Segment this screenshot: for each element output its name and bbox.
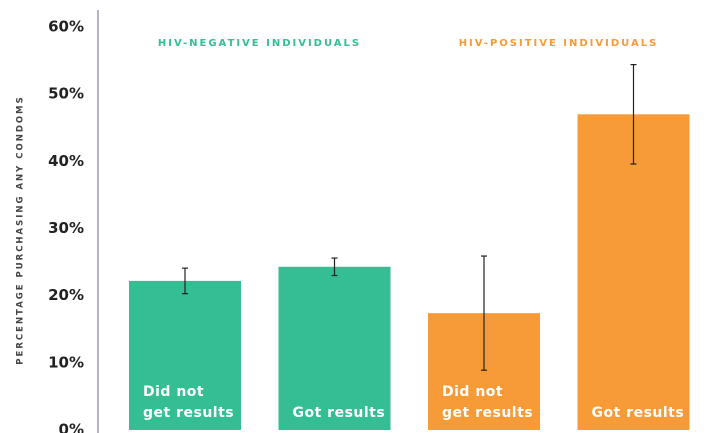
- category-label: Did not get results: [143, 384, 235, 421]
- group-label: HIV-NEGATIVE INDIVIDUALS: [158, 38, 361, 49]
- y-tick-label: 10%: [48, 353, 84, 371]
- y-tick-label: 30%: [48, 219, 84, 237]
- bar: [129, 280, 241, 430]
- category-label: Got results: [292, 405, 386, 421]
- category-label: Got results: [591, 405, 685, 421]
- y-tick-label: 20%: [48, 286, 84, 304]
- bar: [577, 114, 690, 431]
- bar: [278, 266, 391, 430]
- y-axis-label: PERCENTAGE PURCHASING ANY CONDOMS: [16, 95, 26, 364]
- y-tick-label: 0%: [59, 421, 84, 433]
- y-tick-label: 60%: [48, 18, 84, 36]
- y-tick-label: 40%: [48, 152, 84, 170]
- category-label: Did not get results: [442, 384, 534, 421]
- group-label: HIV-POSITIVE INDIVIDUALS: [459, 38, 659, 49]
- y-tick-label: 50%: [48, 85, 84, 103]
